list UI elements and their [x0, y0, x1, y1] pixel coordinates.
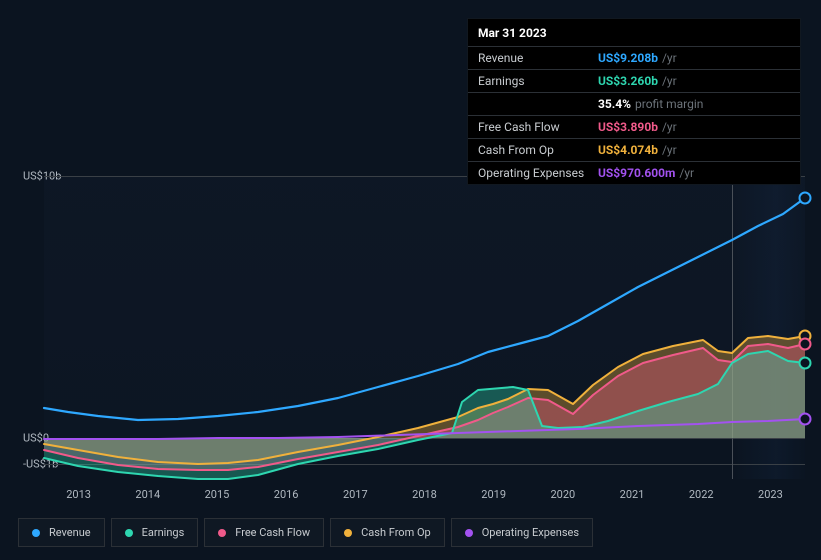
series-end-marker — [799, 192, 812, 205]
chart-svg — [18, 176, 805, 479]
chart-container: Mar 31 2023 RevenueUS$9.208b/yrEarningsU… — [0, 0, 821, 560]
x-axis-label: 2021 — [620, 488, 645, 501]
x-axis-label: 2018 — [412, 488, 437, 501]
tooltip-date: Mar 31 2023 — [468, 19, 800, 47]
x-axis-label: 2014 — [135, 488, 160, 501]
legend-swatch — [32, 529, 40, 537]
legend-swatch — [218, 529, 226, 537]
tooltip-row-label: Free Cash Flow — [478, 120, 598, 134]
tooltip-row-label: Operating Expenses — [478, 166, 598, 180]
legend-item[interactable]: Operating Expenses — [451, 518, 593, 547]
tooltip-row-value: US$3.260b/yr — [598, 74, 677, 88]
x-axis-label: 2020 — [550, 488, 575, 501]
tooltip-rows: RevenueUS$9.208b/yrEarningsUS$3.260b/yr3… — [468, 47, 800, 184]
tooltip-row-value: US$9.208b/yr — [598, 51, 677, 65]
x-axis-label: 2022 — [689, 488, 714, 501]
financial-chart[interactable]: US$10bUS$0-US$1b 20132014201520162017201… — [18, 158, 805, 518]
legend-item[interactable]: Free Cash Flow — [204, 518, 324, 547]
legend-swatch — [125, 529, 133, 537]
x-axis-label: 2015 — [205, 488, 230, 501]
tooltip-row: Operating ExpensesUS$970.600m/yr — [468, 162, 800, 184]
x-axis-label: 2019 — [481, 488, 506, 501]
legend-label: Cash From Op — [361, 526, 431, 539]
legend-item[interactable]: Cash From Op — [330, 518, 445, 547]
tooltip-row-value: US$3.890b/yr — [598, 120, 677, 134]
legend-item[interactable]: Revenue — [18, 518, 105, 547]
tooltip-row: Free Cash FlowUS$3.890b/yr — [468, 116, 800, 139]
tooltip-row-label — [478, 97, 598, 111]
series-end-marker — [799, 338, 812, 351]
legend-label: Revenue — [49, 526, 91, 539]
tooltip-row: Cash From OpUS$4.074b/yr — [468, 139, 800, 162]
tooltip-row-value: US$970.600m/yr — [598, 166, 694, 180]
tooltip-row-label: Earnings — [478, 74, 598, 88]
tooltip-row-value: 35.4%profit margin — [598, 97, 703, 111]
tooltip-row: 35.4%profit margin — [468, 93, 800, 116]
x-axis-label: 2017 — [343, 488, 368, 501]
tooltip-row-label: Revenue — [478, 51, 598, 65]
legend: Revenue Earnings Free Cash Flow Cash From O… — [18, 518, 593, 547]
series-end-marker — [799, 357, 812, 370]
tooltip-row-label: Cash From Op — [478, 143, 598, 157]
x-axis-label: 2016 — [274, 488, 299, 501]
tooltip-row: EarningsUS$3.260b/yr — [468, 70, 800, 93]
series-end-marker — [799, 413, 812, 426]
legend-swatch — [465, 529, 473, 537]
x-axis-label: 2023 — [758, 488, 783, 501]
tooltip-row: RevenueUS$9.208b/yr — [468, 47, 800, 70]
legend-swatch — [344, 529, 352, 537]
x-axis-label: 2013 — [66, 488, 91, 501]
legend-label: Earnings — [142, 526, 185, 539]
legend-label: Free Cash Flow — [235, 526, 310, 539]
legend-item[interactable]: Earnings — [111, 518, 199, 547]
hover-tooltip: Mar 31 2023 RevenueUS$9.208b/yrEarningsU… — [467, 18, 801, 185]
tooltip-row-value: US$4.074b/yr — [598, 143, 677, 157]
legend-label: Operating Expenses — [482, 526, 579, 539]
